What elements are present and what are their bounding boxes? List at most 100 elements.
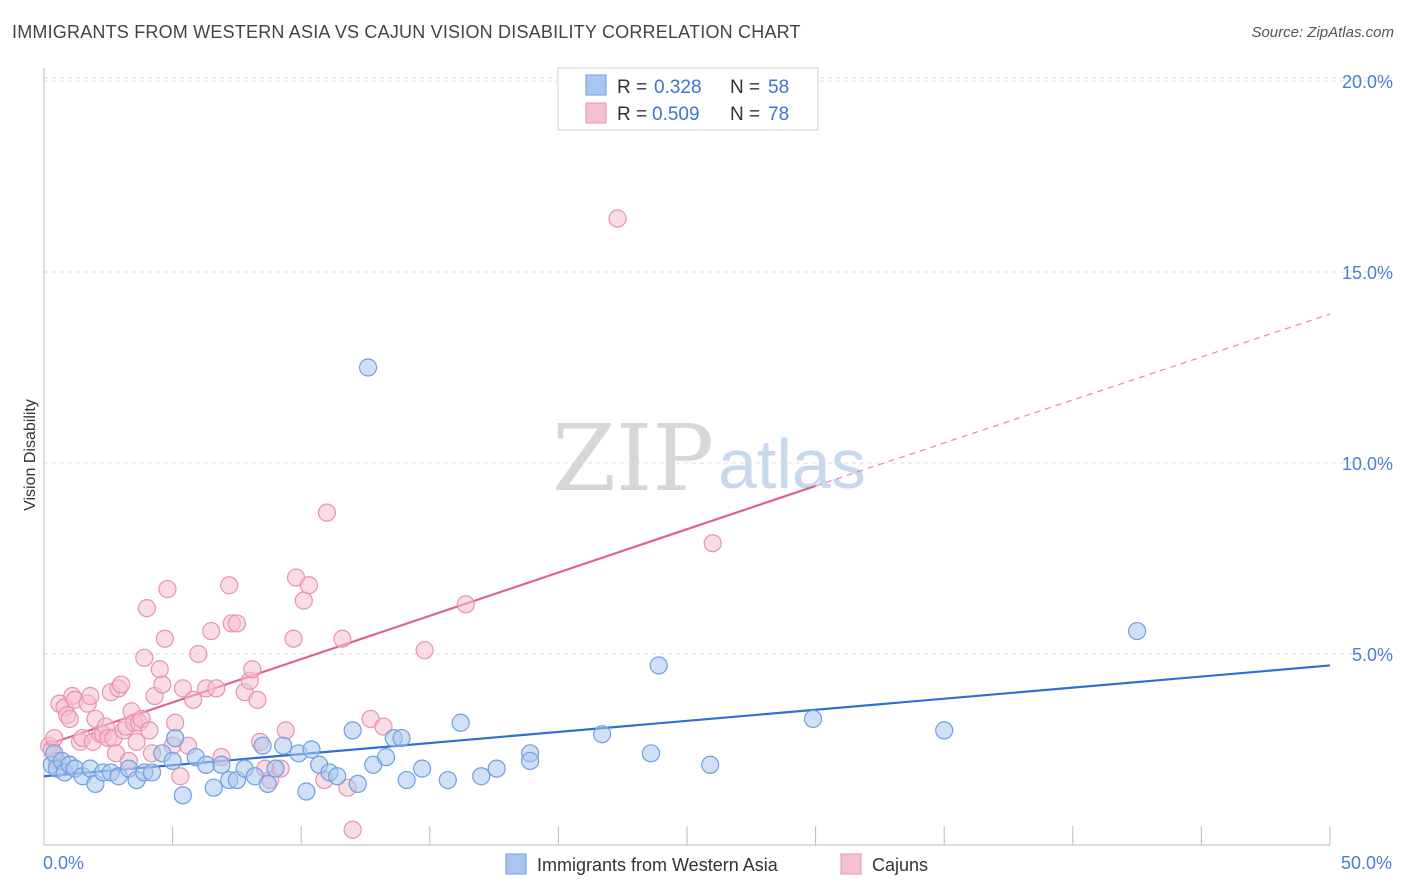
point-series0-47 <box>412 759 432 778</box>
point-series1-35 <box>140 721 159 740</box>
point-series1-68 <box>299 576 319 595</box>
point-series1-76 <box>415 641 434 660</box>
x-tick-label-left: 0.0% <box>43 853 84 873</box>
point-series1-44 <box>171 767 190 786</box>
point-series1-30 <box>127 732 146 751</box>
y-tick-label-2: 15.0% <box>1342 263 1393 283</box>
legend-swatch-pink <box>585 102 607 124</box>
point-series1-53 <box>220 576 239 595</box>
point-series0-31 <box>266 759 285 778</box>
source-label: Source: ZipAtlas.com <box>1251 24 1394 41</box>
point-series0-55 <box>641 744 661 763</box>
series-swatch-cajuns <box>840 853 862 875</box>
point-series0-60 <box>1127 621 1147 641</box>
point-series1-24 <box>112 675 131 694</box>
series-legend: Immigrants from Western Asia Cajuns <box>505 853 928 875</box>
trend-line-1 <box>43 484 816 747</box>
point-series1-70 <box>317 503 337 522</box>
point-series0-45 <box>392 728 411 748</box>
point-series1-39 <box>153 675 172 694</box>
point-series1-71 <box>333 629 352 648</box>
point-series0-39 <box>343 721 362 740</box>
point-series0-59 <box>935 721 954 740</box>
point-series1-48 <box>189 644 208 664</box>
legend-swatch-blue <box>585 74 607 96</box>
trend-lines <box>43 313 1331 778</box>
point-series0-18 <box>163 751 182 771</box>
chart-title: IMMIGRANTS FROM WESTERN ASIA VS CAJUN VI… <box>12 22 801 42</box>
point-series0-32 <box>274 736 293 755</box>
point-series0-46 <box>397 770 416 790</box>
point-series0-38 <box>328 767 347 786</box>
point-series0-20 <box>173 786 192 805</box>
point-series0-49 <box>451 713 470 732</box>
point-series1-65 <box>284 629 303 648</box>
legend-r-label-1: R = <box>617 77 647 98</box>
legend-n-value-1: 58 <box>768 77 789 98</box>
y-tick-label-3: 20.0% <box>1342 72 1393 92</box>
legend-r-label-2: R = <box>617 104 647 125</box>
point-series0-48 <box>438 770 457 790</box>
legend-n-value-2: 78 <box>768 104 789 125</box>
point-series0-29 <box>253 736 272 755</box>
point-series1-77 <box>456 595 475 614</box>
point-series0-16 <box>142 763 162 782</box>
point-series0-53 <box>521 751 540 771</box>
y-tick-label-0: 5.0% <box>1352 645 1393 665</box>
axes <box>43 68 1331 846</box>
point-series0-22 <box>196 755 216 774</box>
point-series0-19 <box>166 728 185 748</box>
point-series1-2 <box>45 728 64 748</box>
point-series0-23 <box>204 778 223 797</box>
legend-n-label-2: N = <box>730 104 760 125</box>
series-label-cajuns: Cajuns <box>872 855 928 875</box>
legend-r-value-2: 0.509 <box>652 104 700 125</box>
correlation-legend: R = 0.328 N = 58 R = 0.509 N = 78 <box>557 67 819 131</box>
gridlines <box>44 77 1392 655</box>
x-tick-label-right: 50.0% <box>1341 853 1392 873</box>
y-axis-label: Vision Disability <box>22 399 39 511</box>
point-series0-41 <box>358 358 378 377</box>
trend-line-0 <box>43 664 1331 778</box>
point-series1-73 <box>343 820 362 839</box>
point-series1-40 <box>155 629 174 648</box>
legend-r-value-1: 0.328 <box>654 77 702 98</box>
point-series1-59 <box>248 690 267 709</box>
point-series0-51 <box>487 759 506 778</box>
point-series1-67 <box>294 591 313 610</box>
point-series1-7 <box>60 709 79 729</box>
watermark-zip: ZIP <box>552 405 714 512</box>
point-series0-40 <box>348 774 367 793</box>
point-series1-78 <box>608 209 627 228</box>
point-series0-58 <box>803 709 823 729</box>
series-label-western-asia: Immigrants from Western Asia <box>537 855 779 875</box>
series-swatch-western-asia <box>505 853 527 875</box>
point-series1-75 <box>374 717 393 736</box>
point-series0-50 <box>472 767 491 786</box>
point-series0-35 <box>302 740 321 759</box>
point-series1-55 <box>227 614 246 633</box>
point-series1-13 <box>81 686 100 706</box>
point-series0-34 <box>297 782 316 801</box>
point-series1-38 <box>150 660 169 679</box>
point-series1-47 <box>184 690 203 709</box>
point-series1-33 <box>135 648 154 667</box>
point-series1-41 <box>158 579 177 599</box>
point-series1-43 <box>166 713 185 732</box>
point-series0-43 <box>376 748 396 767</box>
point-series1-50 <box>202 621 221 641</box>
point-series1-64 <box>276 721 295 740</box>
point-series0-30 <box>258 774 277 793</box>
point-series1-79 <box>703 534 722 553</box>
y-tick-label-1: 10.0% <box>1342 454 1393 474</box>
watermark-atlas: atlas <box>718 425 866 503</box>
point-series0-24 <box>212 755 231 774</box>
point-series0-57 <box>701 755 720 774</box>
y-tick-labels: 5.0% 10.0% 15.0% 20.0% <box>1342 72 1393 665</box>
trend-line-ext-1 <box>815 313 1331 487</box>
point-series1-34 <box>137 599 156 618</box>
point-series1-51 <box>207 679 226 698</box>
point-series1-45 <box>173 679 192 698</box>
point-series0-54 <box>593 725 612 744</box>
